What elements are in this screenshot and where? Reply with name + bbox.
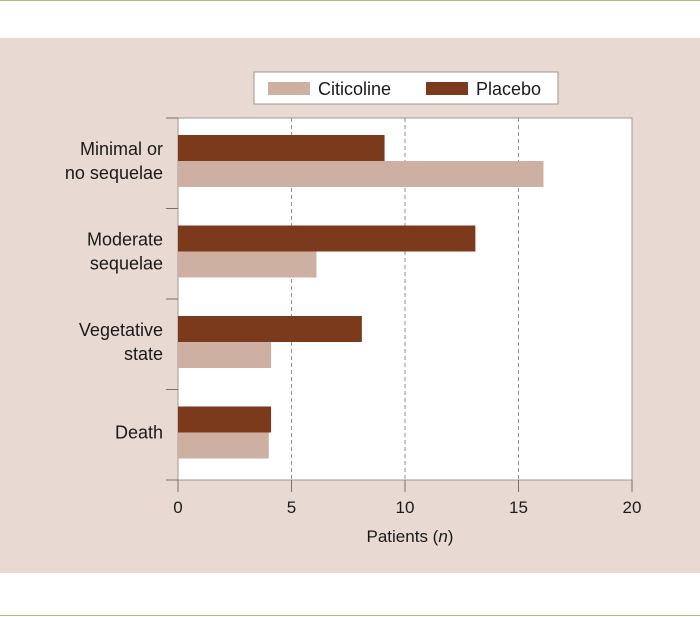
top-rule xyxy=(0,0,700,1)
bar-placebo-minimal-or-no-sequelae xyxy=(178,135,385,161)
legend: Citicoline Placebo xyxy=(253,71,559,105)
legend-swatch-citicoline xyxy=(268,82,310,95)
x-tick-label-5: 5 xyxy=(287,498,296,517)
x-axis-title: Patients (n) xyxy=(367,527,454,546)
category-label-minimal-or: Minimal or xyxy=(80,139,163,159)
bar-placebo-moderate-sequelae xyxy=(178,225,476,252)
category-label-sequelae: sequelae xyxy=(90,254,163,274)
bars xyxy=(178,135,544,459)
category-label-death: Death xyxy=(115,423,163,443)
bar-placebo-vegetative-state xyxy=(178,316,362,342)
bar-citicoline-moderate-sequelae xyxy=(178,251,317,278)
category-label-no-sequelae: no sequelae xyxy=(65,163,163,183)
legend-label-citicoline: Citicoline xyxy=(318,79,391,99)
category-label-vegetative: Vegetative xyxy=(79,320,163,340)
x-tick-labels: 0 5 10 15 20 xyxy=(173,498,641,517)
bar-citicoline-vegetative-state xyxy=(178,342,272,368)
x-tick-label-10: 10 xyxy=(396,498,415,517)
axes xyxy=(166,117,633,492)
bar-citicoline-minimal-or-no-sequelae xyxy=(178,161,544,187)
legend-swatch-placebo xyxy=(426,82,468,95)
gridlines xyxy=(291,118,519,480)
category-label-moderate: Moderate xyxy=(87,230,163,250)
legend-label-placebo: Placebo xyxy=(476,79,541,99)
bar-placebo-death xyxy=(178,406,272,433)
x-tick-label-0: 0 xyxy=(173,498,182,517)
bar-citicoline-death xyxy=(178,432,269,459)
x-tick-label-15: 15 xyxy=(509,498,528,517)
category-labels: Minimal or no sequelae Moderate sequelae Veg… xyxy=(65,139,163,443)
x-tick-label-20: 20 xyxy=(623,498,642,517)
category-label-state: state xyxy=(124,344,163,364)
bottom-rule xyxy=(0,615,700,616)
